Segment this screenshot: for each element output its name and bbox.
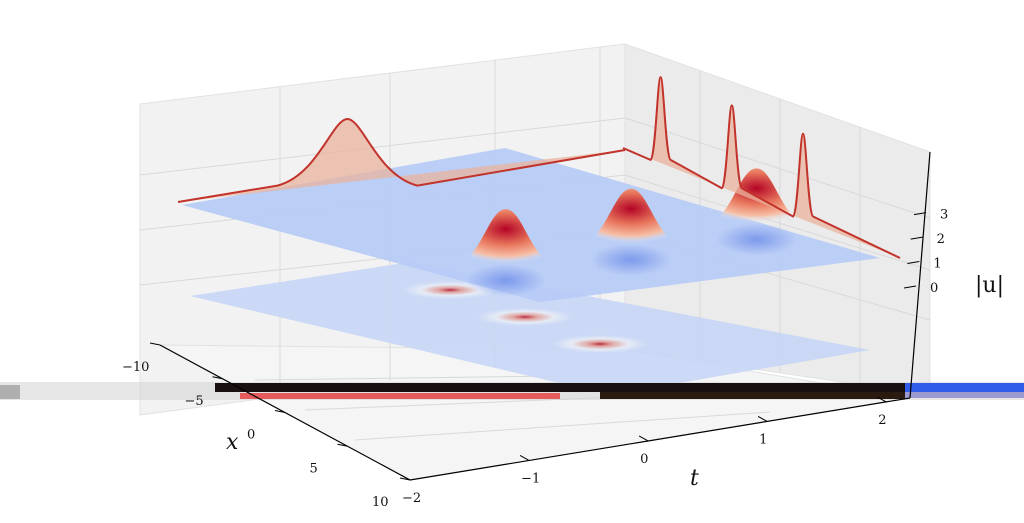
z-tick-label: 0 bbox=[930, 281, 938, 296]
xz-projection-curve bbox=[177, 117, 626, 203]
projections bbox=[177, 76, 901, 259]
z-tick bbox=[907, 261, 920, 265]
z-tick bbox=[910, 236, 923, 240]
floor-contour-spot bbox=[477, 308, 573, 326]
x-tick-label: 10 bbox=[372, 495, 389, 510]
z-tick bbox=[903, 285, 917, 289]
tz-projection-curve bbox=[622, 76, 901, 259]
z-tick-label: 3 bbox=[940, 208, 948, 223]
x-tick-label: −10 bbox=[122, 360, 149, 375]
t-tick-label: 1 bbox=[759, 432, 767, 447]
x-tick bbox=[274, 410, 286, 413]
floor-contour-spot bbox=[552, 335, 648, 353]
t-tick-label: −2 bbox=[402, 491, 421, 506]
render-artifact-strip bbox=[0, 382, 1024, 400]
x-tick bbox=[337, 443, 348, 447]
contour-plane bbox=[190, 262, 870, 395]
t-tick bbox=[876, 396, 887, 403]
z-axis-label: |u| bbox=[975, 273, 1004, 298]
x-tick-label: 5 bbox=[310, 461, 318, 476]
surface-peak bbox=[450, 209, 561, 267]
t-tick-label: 0 bbox=[640, 452, 648, 467]
t-tick-label: −1 bbox=[521, 471, 540, 486]
x-axis-label: x bbox=[226, 430, 239, 455]
t-tick bbox=[757, 415, 768, 422]
t-tick-label: 2 bbox=[878, 413, 886, 428]
z-axis-line bbox=[909, 151, 931, 399]
z-tick-label: 2 bbox=[937, 232, 945, 247]
t-tick bbox=[638, 435, 649, 442]
surface-peak bbox=[576, 188, 687, 246]
x-tick bbox=[149, 342, 161, 346]
surface-dip bbox=[716, 223, 797, 256]
x-tick bbox=[399, 477, 411, 481]
x-tick-label: −5 bbox=[185, 394, 204, 409]
surface-dip bbox=[465, 264, 546, 297]
z-tick-label: 1 bbox=[933, 257, 941, 272]
t-axis-label: t bbox=[690, 466, 699, 491]
z-tick bbox=[913, 212, 927, 216]
z-axis-ticks: 0 1 2 3 bbox=[903, 208, 948, 296]
t-tick bbox=[519, 455, 530, 461]
t-axis-ticks: −2 −1 0 1 2 bbox=[400, 396, 887, 506]
x-axis-ticks: −10 −5 0 5 10 bbox=[122, 342, 411, 510]
x-tick bbox=[212, 376, 223, 380]
t-tick bbox=[400, 474, 411, 481]
surface-dip bbox=[591, 243, 672, 276]
x-tick-label: 0 bbox=[247, 428, 255, 443]
surface-sheet bbox=[182, 148, 880, 302]
t-axis-line bbox=[409, 397, 911, 481]
